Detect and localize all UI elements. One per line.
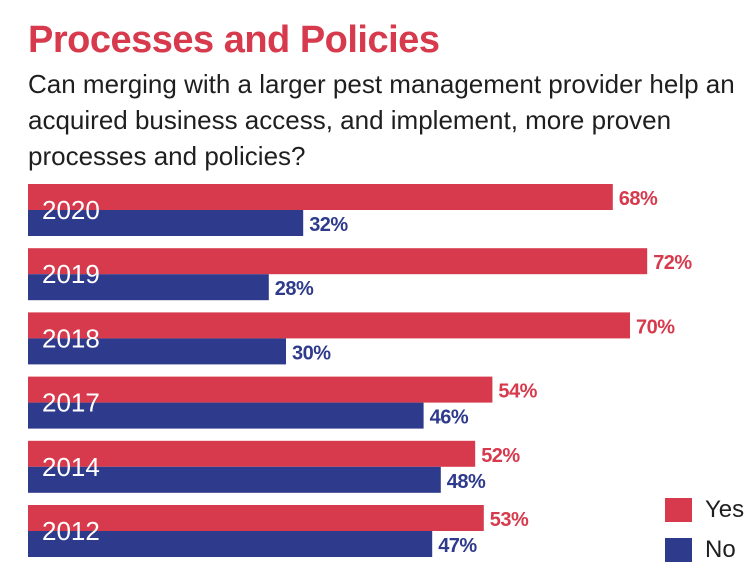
- category-label-2020: 2020: [42, 195, 100, 225]
- bar-no-2017: [28, 402, 424, 429]
- category-label-2012: 2012: [42, 516, 100, 546]
- bar-yes-2012: [28, 505, 484, 531]
- legend-swatch-no: [665, 538, 692, 562]
- bar-yes-2014: [28, 440, 476, 467]
- bar-yes-2020: [28, 184, 613, 210]
- category-label-2019: 2019: [42, 259, 100, 289]
- bar-no-2012: [28, 531, 433, 557]
- legend-swatch-yes: [665, 498, 692, 522]
- data-label-yes-2017: 54%: [498, 381, 537, 403]
- data-label-no-2014: 48%: [447, 471, 486, 493]
- data-label-no-2018: 30%: [292, 342, 331, 364]
- category-label-2017: 2017: [42, 388, 100, 418]
- data-label-no-2012: 47%: [438, 535, 477, 557]
- data-label-no-2020: 32%: [309, 214, 348, 236]
- data-label-yes-2020: 68%: [619, 188, 658, 210]
- legend-item-no: No: [665, 537, 747, 565]
- bar-no-2018: [28, 338, 286, 365]
- legend-label-no: No: [705, 536, 736, 563]
- legend-item-yes: Yes: [665, 497, 747, 525]
- data-label-yes-2019: 72%: [653, 252, 692, 274]
- data-label-no-2017: 46%: [430, 407, 469, 429]
- data-label-yes-2018: 70%: [636, 316, 675, 338]
- category-label-2014: 2014: [42, 452, 100, 482]
- legend-label-yes: Yes: [705, 496, 745, 523]
- chart-subtitle: Can merging with a larger pest managemen…: [28, 69, 735, 171]
- bar-no-2014: [28, 466, 441, 493]
- bar-yes-2019: [28, 248, 648, 275]
- bar-yes-2018: [28, 312, 630, 339]
- data-label-yes-2012: 53%: [490, 509, 529, 531]
- chart-title: Processes and Policies: [28, 19, 440, 61]
- data-label-no-2019: 28%: [275, 278, 314, 300]
- bar-yes-2017: [28, 376, 493, 403]
- category-label-2018: 2018: [42, 323, 100, 353]
- bar-no-2020: [28, 210, 304, 236]
- bar-no-2019: [28, 274, 269, 301]
- data-label-yes-2014: 52%: [481, 445, 520, 467]
